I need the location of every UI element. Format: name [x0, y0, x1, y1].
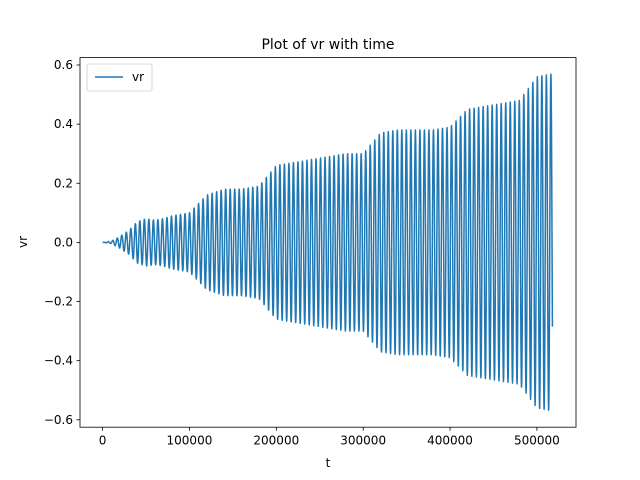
y-tick-label: 0.6 [54, 58, 73, 72]
y-tick-label: −0.6 [44, 413, 73, 427]
x-tick-label: 100000 [167, 434, 213, 448]
x-tick-label: 400000 [427, 434, 473, 448]
x-axis-label: t [326, 456, 331, 470]
y-tick-label: 0.2 [54, 176, 73, 190]
y-tick-label: 0.4 [54, 117, 73, 131]
series-line-vr [102, 73, 554, 411]
legend-label-vr: vr [132, 70, 144, 84]
y-axis-label: vr [16, 236, 30, 248]
chart-title: Plot of vr with time [261, 37, 394, 53]
x-tick-label: 0 [99, 434, 107, 448]
y-axis: −0.6 −0.4 −0.2 0.0 0.2 0.4 0.6 [44, 58, 80, 427]
y-tick-label: 0.0 [54, 235, 73, 249]
x-tick-label: 300000 [340, 434, 386, 448]
x-tick-label: 200000 [253, 434, 299, 448]
y-tick-label: −0.2 [44, 295, 73, 309]
legend: vr [86, 63, 153, 92]
x-axis: 0 100000 200000 300000 400000 500000 [99, 427, 560, 448]
x-tick-label: 500000 [514, 434, 560, 448]
y-tick-label: −0.4 [44, 354, 73, 368]
plot-area [102, 73, 554, 411]
